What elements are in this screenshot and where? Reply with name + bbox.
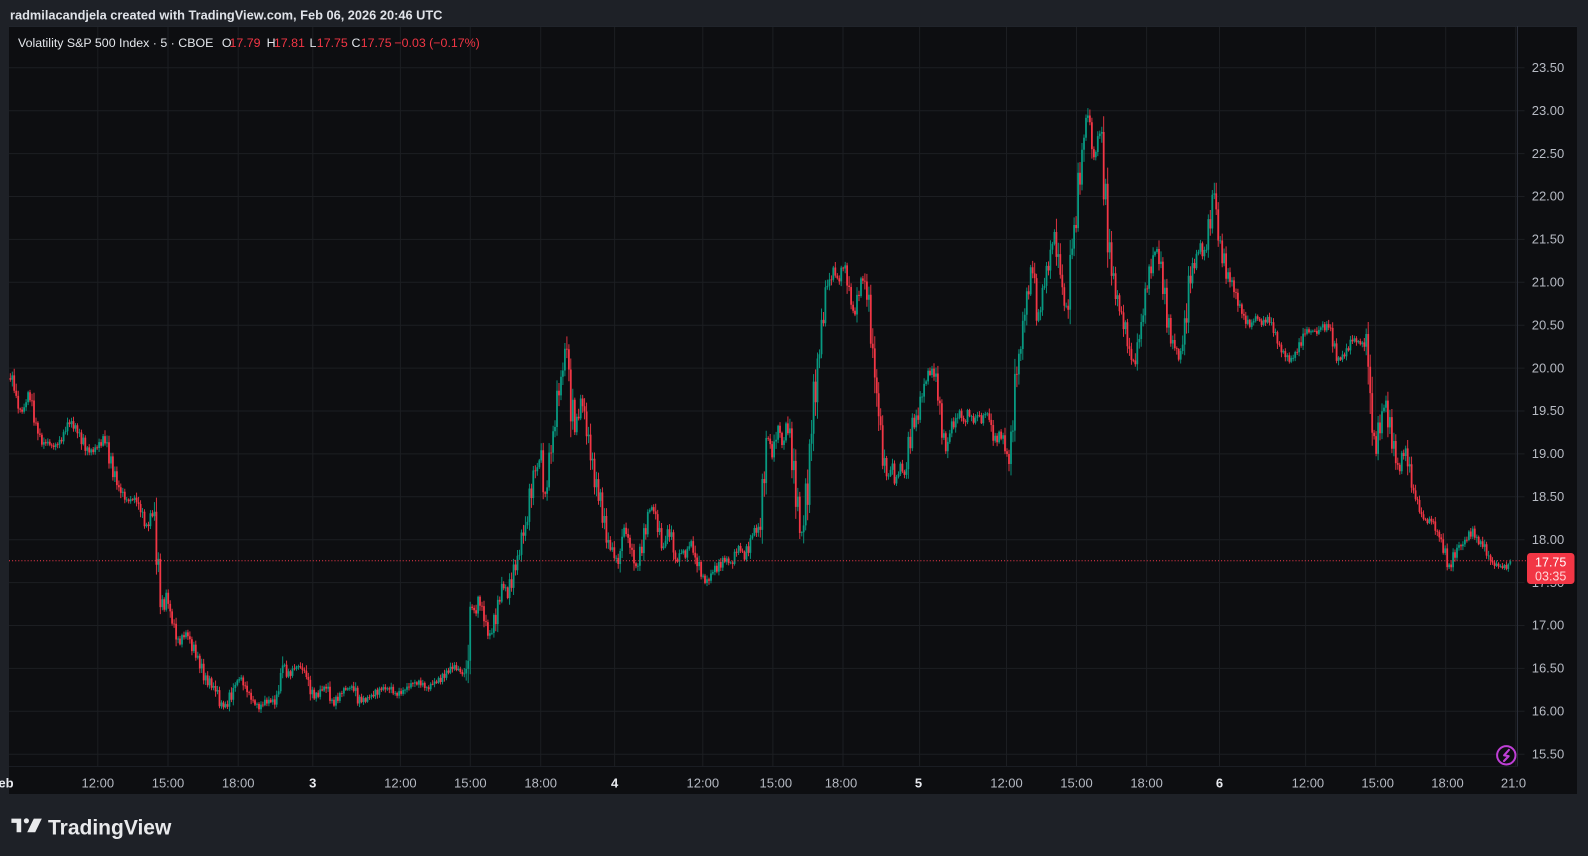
svg-text:16.50: 16.50 bbox=[1532, 661, 1565, 676]
svg-text:12:00: 12:00 bbox=[1292, 776, 1325, 791]
svg-text:H: H bbox=[267, 36, 276, 50]
svg-text:Volatility S&P 500 Index · 5 ·: Volatility S&P 500 Index · 5 · CBOE bbox=[18, 36, 213, 50]
svg-text:15:00: 15:00 bbox=[1060, 776, 1093, 791]
svg-text:L: L bbox=[310, 36, 317, 50]
svg-text:radmilacandjela created with T: radmilacandjela created with TradingView… bbox=[10, 8, 442, 23]
svg-text:12:00: 12:00 bbox=[82, 776, 115, 791]
svg-text:15.50: 15.50 bbox=[1532, 746, 1565, 761]
svg-text:O: O bbox=[222, 36, 232, 50]
svg-text:23.50: 23.50 bbox=[1532, 60, 1565, 75]
svg-text:17.79: 17.79 bbox=[230, 36, 261, 50]
svg-text:21.50: 21.50 bbox=[1532, 232, 1565, 247]
svg-text:21.00: 21.00 bbox=[1532, 275, 1565, 290]
svg-text:6: 6 bbox=[1216, 776, 1223, 791]
svg-text:18.50: 18.50 bbox=[1532, 489, 1565, 504]
svg-text:18:00: 18:00 bbox=[222, 776, 255, 791]
svg-text:18:00: 18:00 bbox=[825, 776, 858, 791]
svg-text:15:00: 15:00 bbox=[760, 776, 793, 791]
svg-text:C: C bbox=[352, 36, 361, 50]
svg-text:5: 5 bbox=[915, 776, 922, 791]
svg-text:15:00: 15:00 bbox=[454, 776, 487, 791]
svg-text:18:00: 18:00 bbox=[1431, 776, 1464, 791]
svg-text:20.00: 20.00 bbox=[1532, 360, 1565, 375]
svg-text:15:00: 15:00 bbox=[152, 776, 185, 791]
svg-text:12:00: 12:00 bbox=[990, 776, 1023, 791]
svg-text:3: 3 bbox=[309, 776, 316, 791]
svg-text:18:00: 18:00 bbox=[524, 776, 557, 791]
svg-text:15:00: 15:00 bbox=[1361, 776, 1394, 791]
svg-text:22.00: 22.00 bbox=[1532, 189, 1565, 204]
svg-text:03:35: 03:35 bbox=[1535, 570, 1566, 584]
svg-text:Feb: Feb bbox=[0, 776, 14, 791]
svg-text:17.75: 17.75 bbox=[361, 36, 392, 50]
svg-text:12:00: 12:00 bbox=[384, 776, 417, 791]
svg-text:17.75: 17.75 bbox=[317, 36, 348, 50]
svg-text:TradingView: TradingView bbox=[48, 817, 172, 840]
svg-text:17.00: 17.00 bbox=[1532, 618, 1565, 633]
svg-text:20.50: 20.50 bbox=[1532, 317, 1565, 332]
svg-text:4: 4 bbox=[611, 776, 619, 791]
svg-text:12:00: 12:00 bbox=[687, 776, 720, 791]
svg-text:16.00: 16.00 bbox=[1532, 704, 1565, 719]
svg-text:19.50: 19.50 bbox=[1532, 403, 1565, 418]
svg-text:22.50: 22.50 bbox=[1532, 146, 1565, 161]
svg-text:17.81: 17.81 bbox=[274, 36, 305, 50]
svg-text:17.75: 17.75 bbox=[1535, 556, 1566, 570]
svg-text:18.00: 18.00 bbox=[1532, 532, 1565, 547]
svg-text:−0.03 (−0.17%): −0.03 (−0.17%) bbox=[394, 36, 479, 50]
svg-text:19.00: 19.00 bbox=[1532, 446, 1565, 461]
svg-text:21:0: 21:0 bbox=[1501, 776, 1526, 791]
svg-text:23.00: 23.00 bbox=[1532, 103, 1565, 118]
svg-text:18:00: 18:00 bbox=[1130, 776, 1163, 791]
